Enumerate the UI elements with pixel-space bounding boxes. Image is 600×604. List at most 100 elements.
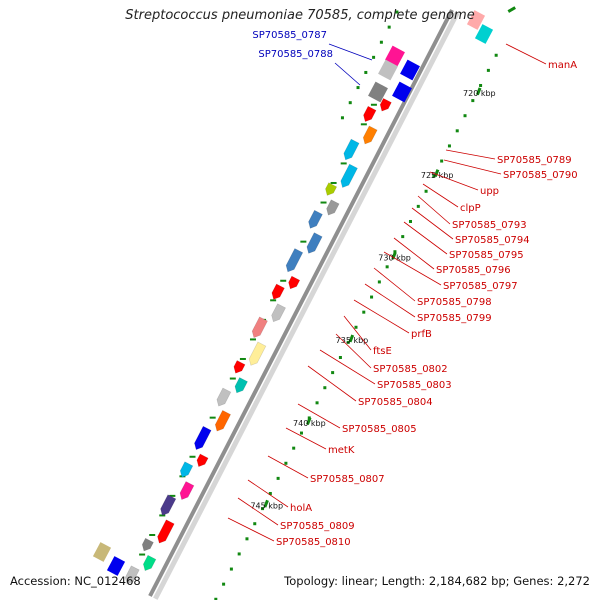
backbone-line [148,9,454,597]
gene-label: SP70585_0809 [280,521,355,532]
gene-arrow [124,565,140,585]
leader-line [307,365,357,402]
minor-tick-dots [139,10,498,601]
gene-arrow [288,275,301,290]
minor-tick-dot [268,491,272,495]
minor-tick-dot [356,86,360,90]
leader-line [422,183,459,208]
minor-tick-dot [393,250,397,254]
gene-arrow [308,209,323,229]
scale-tick [348,334,355,343]
gene-box [385,45,405,67]
gene-label: SP70585_0803 [377,380,452,391]
minor-tick-dot [486,68,490,72]
scale-tick-label: 735 kbp [336,336,369,345]
gene-label: manA [548,60,577,71]
leader-line [335,333,372,369]
minor-tick-dot [387,25,391,29]
minor-tick-dot [323,386,327,390]
gene-label: SP70585_0796 [436,265,511,276]
minor-tick-dot [245,537,249,541]
minor-tick-dot [432,174,436,178]
topology-summary: Topology: linear; Length: 2,184,682 bp; … [284,574,590,588]
leader-line [343,315,372,351]
map-title: Streptococcus pneumoniae 70585, complete… [125,8,475,23]
gene-label: SP70585_0787 [252,30,327,41]
gene-arrow [379,97,392,112]
gene-label: prfB [411,329,432,340]
gene-arrow [271,303,286,323]
minor-tick-dot [299,431,303,435]
minor-tick-dot [276,476,280,480]
leader-line [319,349,376,385]
leader-line [445,149,496,160]
minor-tick-dot [379,40,383,44]
minor-tick-dot [229,567,233,571]
gene-label: SP70585_0802 [373,364,448,375]
gene-arrow [326,199,340,216]
gene-label: SP70585_0805 [342,424,417,435]
gene-label: clpP [460,203,481,214]
gene-label: SP70585_0797 [443,281,518,292]
gene-arrow [141,537,154,552]
gene-box [368,81,388,103]
leader-line [285,427,327,450]
minor-tick-dot [455,129,459,133]
minor-tick-dot [331,371,335,375]
gene-track [92,6,516,585]
minor-tick-dot [494,53,498,57]
gene-arrow [196,453,209,468]
gene-box [400,59,420,81]
gene-label: SP70585_0807 [310,474,385,485]
scale-tick-label: 725 kbp [421,171,454,180]
gene-box [106,556,126,576]
leader-line [267,455,309,479]
gene-arrow [285,248,304,273]
gene-label: SP70585_0789 [497,155,572,166]
minor-tick-dot [479,83,483,87]
minor-tick-dot [346,340,350,344]
minor-tick-dot [237,552,241,556]
gene-arrow [143,554,157,572]
leader-line [443,159,502,175]
minor-tick-dot [292,446,296,450]
minor-tick-dot [214,597,218,601]
minor-tick-dot [447,144,451,148]
gene-label: metK [328,445,355,456]
genome-backbone [148,9,460,600]
gene-arrow [306,232,323,254]
minor-tick-dot [261,507,265,511]
leader-line [417,195,451,225]
scale-tick [476,87,482,96]
gene-box [378,59,398,81]
gene-arrow [194,425,212,451]
gene-box [92,542,112,562]
gene-label: SP70585_0795 [449,250,524,261]
minor-tick-dot [362,310,366,314]
accession-text: Accession: NC_012468 [10,574,141,588]
minor-tick-dot [253,522,257,526]
gene-label: SP70585_0794 [455,235,530,246]
scale-tick-label: 720 kbp [463,89,496,98]
minor-tick-dot [395,10,399,14]
gene-arrow [233,360,246,374]
gene-arrow [179,481,195,500]
backbone-shadow [153,11,460,600]
scale-tick [263,499,269,508]
minor-tick-dot [338,355,342,359]
minor-tick-dot [401,235,405,239]
gene-arrow [340,163,358,188]
gene-arrow [248,341,267,366]
gene-box [474,24,494,44]
gene-label: holA [290,503,312,514]
leader-line [297,403,341,429]
gene-arrow [325,182,338,196]
gene-arrow [363,105,377,123]
leader-line [505,43,547,65]
minor-tick-dot [222,582,226,586]
gene-label: SP70585_0799 [417,313,492,324]
minor-tick-dot [377,280,381,284]
leader-line [334,62,361,86]
minor-tick-dot [416,204,420,208]
gene-label: upp [480,186,499,197]
